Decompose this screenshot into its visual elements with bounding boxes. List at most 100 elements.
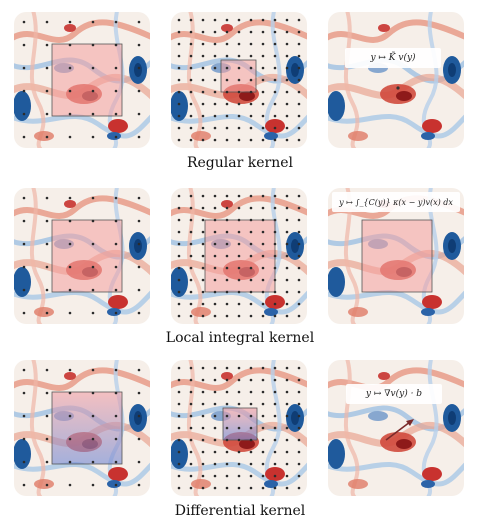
sample-point xyxy=(201,278,205,282)
sample-point xyxy=(137,242,141,246)
sample-point xyxy=(297,278,301,282)
sample-point xyxy=(261,302,265,306)
sample-point xyxy=(297,474,301,478)
sample-point xyxy=(249,102,253,106)
sample-point xyxy=(285,194,289,198)
sample-point xyxy=(22,311,26,315)
sample-point xyxy=(137,483,141,487)
sample-point xyxy=(201,402,205,406)
sample-point xyxy=(297,18,301,22)
sample-point xyxy=(261,474,265,478)
sample-point xyxy=(114,311,118,315)
sample-point xyxy=(273,126,277,130)
sample-point xyxy=(225,426,229,430)
sample-point xyxy=(213,126,217,130)
sample-point xyxy=(68,311,72,315)
gradient-arrow xyxy=(385,421,411,441)
sample-point xyxy=(213,218,217,222)
sample-point xyxy=(213,102,217,106)
sample-point xyxy=(45,437,49,441)
sample-point xyxy=(189,402,193,406)
sample-point xyxy=(189,206,193,210)
sample-point xyxy=(68,66,72,70)
sample-point xyxy=(137,368,141,372)
sample-point xyxy=(273,102,277,106)
sample-point xyxy=(201,266,205,270)
sample-grid xyxy=(22,196,141,315)
sample-point xyxy=(213,438,217,442)
sample-point xyxy=(249,426,253,430)
sample-point xyxy=(177,242,181,246)
sample-point xyxy=(91,242,95,246)
sample-point xyxy=(273,426,277,430)
sample-point xyxy=(297,114,301,118)
sample-point xyxy=(201,302,205,306)
sample-point xyxy=(285,18,289,22)
sample-grid xyxy=(22,368,141,487)
sample-point xyxy=(213,66,217,70)
sample-point xyxy=(237,242,241,246)
sample-point xyxy=(285,278,289,282)
sample-point xyxy=(285,450,289,454)
sample-point xyxy=(213,230,217,234)
sample-point xyxy=(68,483,72,487)
sample-point xyxy=(297,90,301,94)
sample-point xyxy=(225,218,229,222)
sample-point xyxy=(285,90,289,94)
sample-point xyxy=(261,450,265,454)
sample-point xyxy=(249,230,253,234)
sample-point xyxy=(45,242,49,246)
sample-point xyxy=(68,265,72,269)
sample-point xyxy=(45,288,49,292)
sample-point xyxy=(225,90,229,94)
sample-point xyxy=(297,54,301,58)
sample-point xyxy=(225,114,229,118)
sample-point xyxy=(22,135,26,139)
sample-point xyxy=(137,311,141,315)
sample-point xyxy=(114,414,118,418)
sample-point xyxy=(297,66,301,70)
sample-point xyxy=(114,368,118,372)
sample-point xyxy=(213,366,217,370)
sample-point xyxy=(273,302,277,306)
sample-point xyxy=(201,462,205,466)
sample-point xyxy=(237,30,241,34)
sample-point xyxy=(273,114,277,118)
sample-point xyxy=(225,242,229,246)
sample-point xyxy=(261,278,265,282)
sample-point xyxy=(273,90,277,94)
sample-point xyxy=(68,20,72,24)
sample-point xyxy=(177,194,181,198)
sample-point xyxy=(297,254,301,258)
sample-point xyxy=(249,486,253,490)
sample-grid xyxy=(177,18,301,142)
sample-point xyxy=(213,462,217,466)
sample-point xyxy=(189,462,193,466)
sample-point xyxy=(249,218,253,222)
sample-point xyxy=(201,30,205,34)
sample-point xyxy=(249,206,253,210)
sample-point xyxy=(201,414,205,418)
sample-point xyxy=(237,54,241,58)
sample-point xyxy=(91,43,95,47)
sample-point xyxy=(189,438,193,442)
sample-point xyxy=(45,112,49,116)
sample-point xyxy=(225,414,229,418)
sample-point xyxy=(177,114,181,118)
sample-point xyxy=(114,89,118,93)
sample-point xyxy=(201,390,205,394)
sample-point xyxy=(189,30,193,34)
sample-point xyxy=(261,78,265,82)
sample-point xyxy=(189,54,193,58)
sample-point xyxy=(114,112,118,116)
sample-point xyxy=(297,414,301,418)
sample-point xyxy=(249,378,253,382)
sample-point xyxy=(22,66,26,70)
sample-point xyxy=(177,414,181,418)
sample-point xyxy=(114,135,118,139)
sample-point xyxy=(114,483,118,487)
sample-point xyxy=(114,219,118,223)
differential-kernel-panel-coarse xyxy=(14,360,150,496)
sample-point xyxy=(273,254,277,258)
sample-point xyxy=(285,30,289,34)
